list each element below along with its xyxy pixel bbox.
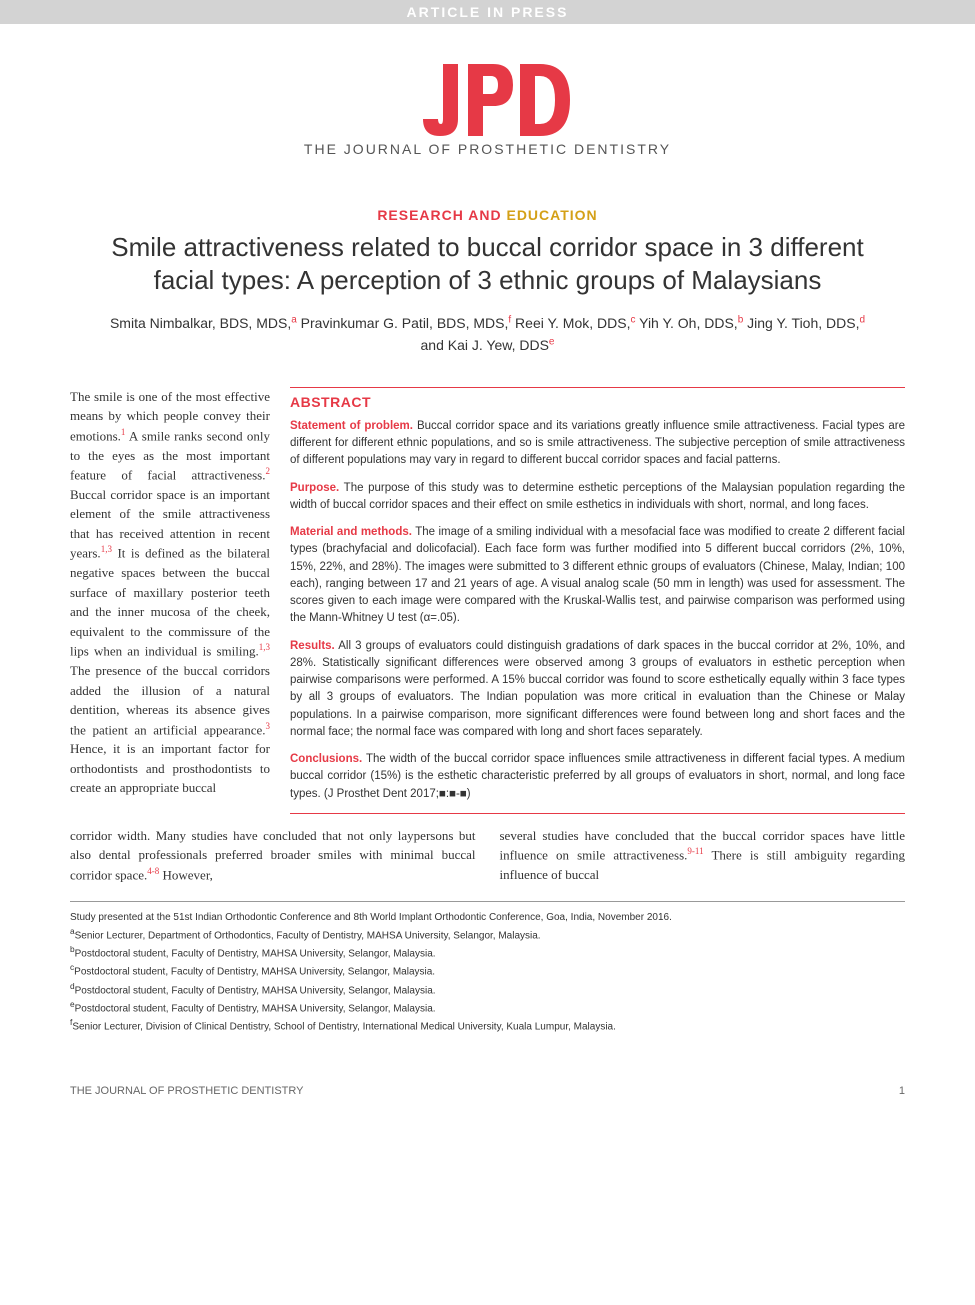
banner-text: ARTICLE IN PRESS bbox=[407, 4, 569, 20]
jpd-logo-icon bbox=[398, 54, 578, 144]
section-education: EDUCATION bbox=[506, 207, 597, 223]
footnote-a: aSenior Lecturer, Department of Orthodon… bbox=[70, 925, 905, 943]
intro-abstract-row: The smile is one of the most effective m… bbox=[70, 387, 905, 814]
page-footer: THE JOURNAL OF PROSTHETIC DENTISTRY 1 bbox=[70, 1085, 905, 1117]
abstract-purpose-label: Purpose. bbox=[290, 482, 339, 494]
section-label: RESEARCH AND EDUCATION bbox=[0, 207, 975, 223]
abstract-conclusions: Conclusions. The width of the buccal cor… bbox=[290, 751, 905, 803]
section-research: RESEARCH AND bbox=[377, 207, 501, 223]
abstract-methods-text: The image of a smiling individual with a… bbox=[290, 526, 905, 624]
article-title: Smile attractiveness related to buccal c… bbox=[0, 231, 975, 296]
footnote-conference: Study presented at the 51st Indian Ortho… bbox=[70, 910, 905, 925]
journal-name: THE JOURNAL OF PROSTHETIC DENTISTRY bbox=[0, 141, 975, 157]
article-in-press-banner: ARTICLE IN PRESS bbox=[0, 0, 975, 24]
abstract-results-label: Results. bbox=[290, 640, 335, 652]
abstract-heading: ABSTRACT bbox=[290, 387, 905, 410]
footnote-f: fSenior Lecturer, Division of Clinical D… bbox=[70, 1016, 905, 1034]
abstract-results: Results. All 3 groups of evaluators coul… bbox=[290, 638, 905, 742]
footer-journal: THE JOURNAL OF PROSTHETIC DENTISTRY bbox=[70, 1085, 303, 1097]
abstract-column: ABSTRACT Statement of problem. Buccal co… bbox=[290, 387, 905, 814]
footnote-b: bPostdoctoral student, Faculty of Dentis… bbox=[70, 943, 905, 961]
footnote-c: cPostdoctoral student, Faculty of Dentis… bbox=[70, 961, 905, 979]
abstract-purpose-text: The purpose of this study was to determi… bbox=[290, 482, 905, 511]
body-left-column: corridor width. Many studies have conclu… bbox=[70, 826, 476, 885]
abstract-methods: Material and methods. The image of a smi… bbox=[290, 524, 905, 628]
footnote-d: dPostdoctoral student, Faculty of Dentis… bbox=[70, 980, 905, 998]
abstract-statement: Statement of problem. Buccal corridor sp… bbox=[290, 418, 905, 470]
footnotes: Study presented at the 51st Indian Ortho… bbox=[70, 910, 905, 1035]
journal-logo-block: THE JOURNAL OF PROSTHETIC DENTISTRY bbox=[0, 24, 975, 207]
authors-list: Smita Nimbalkar, BDS, MDS,a Pravinkumar … bbox=[0, 312, 975, 357]
abstract-results-text: All 3 groups of evaluators could disting… bbox=[290, 640, 905, 738]
footnote-rule bbox=[70, 901, 905, 902]
content-wrapper: The smile is one of the most effective m… bbox=[0, 387, 975, 1117]
abstract-conclusions-label: Conclusions. bbox=[290, 753, 362, 765]
abstract-bottom-rule bbox=[290, 813, 905, 814]
abstract-purpose: Purpose. The purpose of this study was t… bbox=[290, 480, 905, 515]
abstract-conclusions-text: The width of the buccal corridor space i… bbox=[290, 753, 905, 800]
abstract-statement-label: Statement of problem. bbox=[290, 420, 413, 432]
intro-column: The smile is one of the most effective m… bbox=[70, 387, 270, 814]
footer-page-number: 1 bbox=[899, 1085, 905, 1097]
body-two-column: corridor width. Many studies have conclu… bbox=[70, 826, 905, 885]
footnote-e: ePostdoctoral student, Faculty of Dentis… bbox=[70, 998, 905, 1016]
abstract-methods-label: Material and methods. bbox=[290, 526, 412, 538]
body-right-column: several studies have concluded that the … bbox=[500, 826, 906, 885]
